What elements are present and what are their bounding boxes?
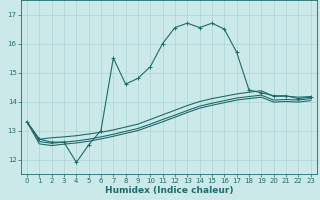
- X-axis label: Humidex (Indice chaleur): Humidex (Indice chaleur): [105, 186, 233, 195]
